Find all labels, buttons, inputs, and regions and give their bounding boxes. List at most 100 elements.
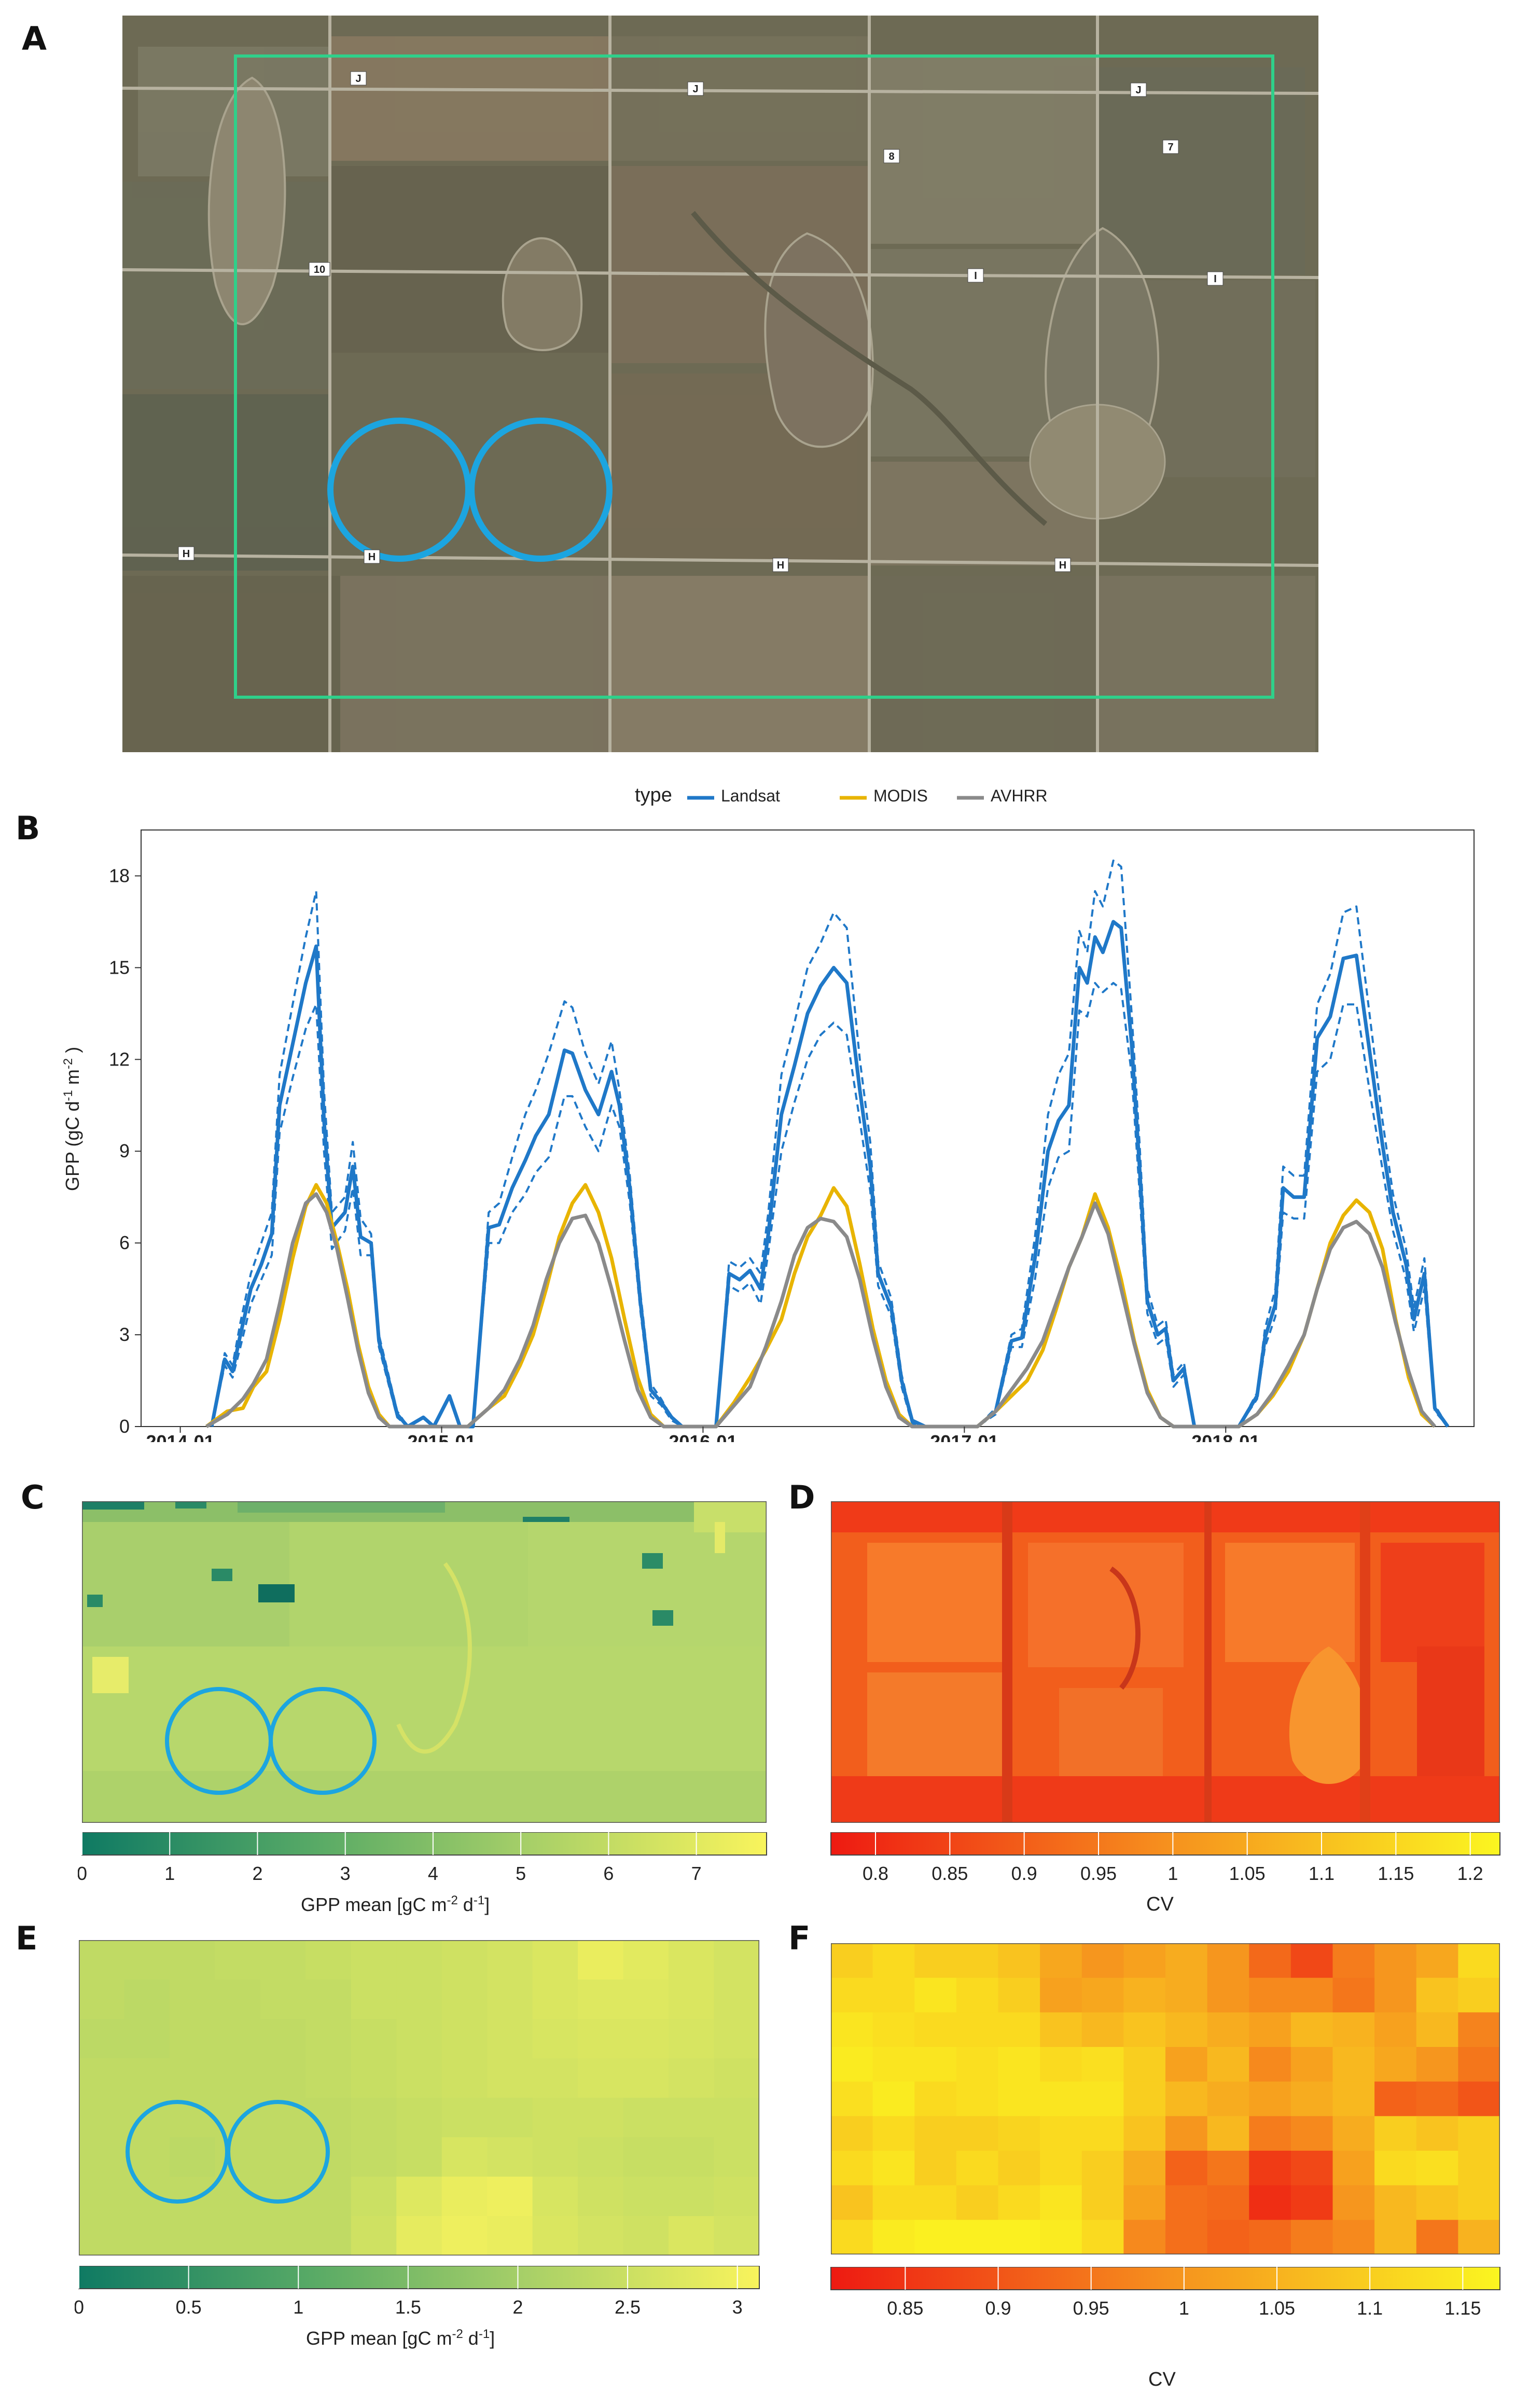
series-landsat-lower	[211, 981, 1449, 1428]
colorbar-tick-label: 0.95	[1080, 1863, 1117, 1884]
heatmap-cell	[1207, 1977, 1249, 2013]
heatmap-cell	[1416, 2151, 1458, 2186]
y-tick-label: 0	[119, 1416, 130, 1437]
heatmap-cell	[1123, 2012, 1166, 2047]
heatmap-cell	[998, 2047, 1040, 2082]
panel-label-d: D	[788, 1478, 815, 1516]
satellite-map: J J J 7 8 10 I I H H H H	[122, 16, 1318, 752]
heatmap-cell	[1458, 2116, 1500, 2151]
road-marker: J	[692, 84, 698, 95]
x-tick-label: 2018-01	[1191, 1431, 1260, 1442]
heatmap-cell	[441, 2177, 488, 2217]
heatmap-cell	[1123, 2185, 1166, 2220]
colorbar-c: 0 1 2 3 4 5 6 7	[78, 1832, 767, 1884]
heatmap-cell	[1123, 1977, 1166, 2013]
colorbar-tick-label: 0	[78, 1863, 87, 1884]
heatmap-cell	[1081, 1977, 1124, 2013]
road-marker: J	[1135, 85, 1141, 96]
heatmap-cell	[1040, 2047, 1082, 2082]
heatmap-cell	[914, 1943, 957, 1978]
heatmap-cell	[305, 2177, 352, 2217]
heatmap-cell	[998, 2185, 1040, 2220]
heatmap-cell	[714, 2019, 759, 2059]
heatmap-cell	[831, 2081, 873, 2116]
heatmap-cell	[487, 1980, 533, 2019]
heatmap-cell	[714, 2216, 759, 2255]
heatmap-cell	[1290, 2220, 1333, 2254]
heatmap-cell	[260, 1940, 306, 1980]
colorbar-tick-label: 0.9	[985, 2298, 1011, 2319]
series-landsat-upper	[211, 860, 1449, 1428]
heatmap-cell	[1123, 2081, 1166, 2116]
heatmap-cell	[351, 2058, 397, 2098]
heatmap-cell	[1040, 2012, 1082, 2047]
heatmap-cell	[669, 2137, 715, 2177]
heatmap-cell	[1458, 1977, 1500, 2013]
heatmap-cell	[487, 2137, 533, 2177]
heatmap-cell	[1332, 1943, 1375, 1978]
y-tick-label: 18	[109, 865, 130, 886]
heatmap-cell	[396, 2019, 442, 2059]
heatmap-cell	[998, 1943, 1040, 1978]
heatmap-cell	[351, 1980, 397, 2019]
field-texture	[82, 1501, 767, 1823]
x-tick-label: 2016-01	[669, 1431, 737, 1442]
gpp-mean-map-landsat	[82, 1501, 767, 1823]
heatmap-cell	[872, 2151, 915, 2186]
heatmap-cell	[1290, 1943, 1333, 1978]
heatmap-cell	[441, 2058, 488, 2098]
heatmap-cell	[441, 2098, 488, 2138]
heatmap-cell	[669, 2177, 715, 2217]
heatmap-cell	[669, 2098, 715, 2138]
colorbar-tick-label: 1.5	[395, 2296, 421, 2318]
heatmap-cell	[623, 1980, 669, 2019]
heatmap-cell	[396, 2177, 442, 2217]
heatmap-cell	[998, 1977, 1040, 2013]
heatmap-cell	[914, 1977, 957, 2013]
heatmap-cell	[1165, 2116, 1208, 2151]
heatmap-cell	[1040, 2081, 1082, 2116]
heatmap-cell	[351, 1940, 397, 1980]
panel-label-e: E	[16, 1919, 38, 1957]
heatmap-cell	[578, 2177, 624, 2217]
colorbar-e-label: GPP mean [gC m-2 d-1]	[306, 2327, 495, 2349]
colorbar-f: 0.85 0.9 0.95 1 1.05 1.1 1.15	[830, 2267, 1500, 2319]
heatmap-cell	[956, 1977, 998, 2013]
road-marker: H	[777, 560, 784, 571]
colorbar-tick-label: 0.9	[1011, 1863, 1037, 1884]
heatmap-cell	[831, 1977, 873, 2013]
heatmap-cell	[260, 2019, 306, 2059]
heatmap-cell	[305, 1980, 352, 2019]
heatmap-cell	[396, 1980, 442, 2019]
heatmap-cell	[351, 2216, 397, 2255]
heatmap-cell	[441, 2019, 488, 2059]
heatmap-cell	[1123, 2047, 1166, 2082]
heatmap-cell	[578, 2019, 624, 2059]
heatmap-cell	[1081, 2012, 1124, 2047]
colorbar-tick-label: 1	[164, 1863, 175, 1884]
heatmap-cell	[998, 2220, 1040, 2254]
panel-label-c: C	[21, 1478, 45, 1516]
heatmap-cell	[956, 2047, 998, 2082]
heatmap-cell	[1416, 2220, 1458, 2254]
heatmap-cell	[1123, 2151, 1166, 2186]
heatmap-cell	[1249, 2151, 1291, 2186]
colorbar-c-label: GPP mean [gC m-2 d-1]	[301, 1893, 490, 1915]
heatmap-cell	[1123, 2220, 1166, 2254]
colorbar-d: 0.8 0.85 0.9 0.95 1 1.05 1.1 1.15 1.2	[830, 1832, 1500, 1884]
heatmap-cell	[623, 2019, 669, 2059]
roads	[122, 16, 1318, 752]
heatmap-cell	[956, 2185, 998, 2220]
heatmap-cell	[714, 2137, 759, 2177]
heatmap-cell	[578, 2137, 624, 2177]
y-tick-label: 9	[119, 1140, 130, 1161]
heatmap-cell	[1290, 2012, 1333, 2047]
flux-site-circle-2	[269, 1687, 377, 1795]
heatmap-cell	[532, 2058, 578, 2098]
panel-label-b: B	[16, 809, 40, 847]
heatmap-cell	[215, 2019, 261, 2059]
heatmap-cell	[441, 2216, 488, 2255]
heatmap-cell	[305, 2216, 352, 2255]
heatmap-cell	[487, 1940, 533, 1980]
heatmap-cell	[169, 2216, 215, 2255]
